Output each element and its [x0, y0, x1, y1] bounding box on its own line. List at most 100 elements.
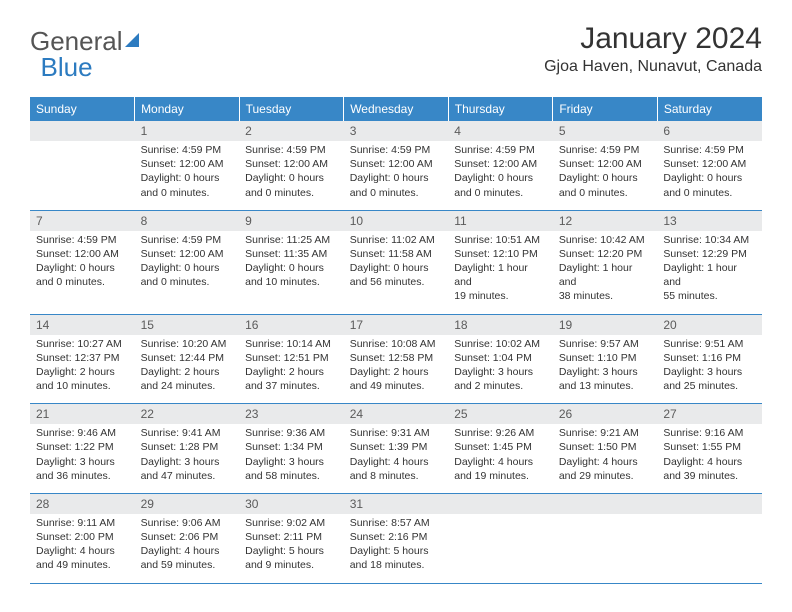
calendar-cell: 17Sunrise: 10:08 AMSunset: 12:58 PMDayli… — [344, 314, 449, 404]
calendar-cell — [448, 493, 553, 583]
day-body — [30, 141, 135, 203]
day-number: 4 — [448, 121, 553, 141]
calendar-head: SundayMondayTuesdayWednesdayThursdayFrid… — [30, 97, 762, 121]
day-body: Sunrise: 9:11 AMSunset: 2:00 PMDaylight:… — [30, 514, 135, 583]
calendar-cell: 1Sunrise: 4:59 PMSunset: 12:00 AMDayligh… — [135, 121, 240, 210]
calendar-cell: 31Sunrise: 8:57 AMSunset: 2:16 PMDayligh… — [344, 493, 449, 583]
calendar-row: 14Sunrise: 10:27 AMSunset: 12:37 PMDayli… — [30, 314, 762, 404]
calendar-cell: 27Sunrise: 9:16 AMSunset: 1:55 PMDayligh… — [657, 404, 762, 494]
day-body: Sunrise: 11:25 AMSunset: 11:35 AMDayligh… — [239, 231, 344, 300]
calendar-cell: 13Sunrise: 10:34 AMSunset: 12:29 PMDayli… — [657, 210, 762, 314]
day-body: Sunrise: 8:57 AMSunset: 2:16 PMDaylight:… — [344, 514, 449, 583]
calendar-cell: 26Sunrise: 9:21 AMSunset: 1:50 PMDayligh… — [553, 404, 658, 494]
day-number — [657, 494, 762, 514]
day-number: 7 — [30, 211, 135, 231]
calendar-cell: 14Sunrise: 10:27 AMSunset: 12:37 PMDayli… — [30, 314, 135, 404]
logo-text-blue: Blue — [41, 52, 93, 83]
day-number — [448, 494, 553, 514]
day-number: 11 — [448, 211, 553, 231]
day-body: Sunrise: 9:06 AMSunset: 2:06 PMDaylight:… — [135, 514, 240, 583]
day-body: Sunrise: 4:59 PMSunset: 12:00 AMDaylight… — [239, 141, 344, 210]
day-number: 26 — [553, 404, 658, 424]
day-body: Sunrise: 4:59 PMSunset: 12:00 AMDaylight… — [30, 231, 135, 300]
day-number: 23 — [239, 404, 344, 424]
day-number: 15 — [135, 315, 240, 335]
calendar-cell: 19Sunrise: 9:57 AMSunset: 1:10 PMDayligh… — [553, 314, 658, 404]
day-body: Sunrise: 10:51 AMSunset: 12:10 PMDayligh… — [448, 231, 553, 314]
day-number: 1 — [135, 121, 240, 141]
day-body: Sunrise: 10:14 AMSunset: 12:51 PMDayligh… — [239, 335, 344, 404]
month-title: January 2024 — [544, 22, 762, 56]
calendar-cell: 22Sunrise: 9:41 AMSunset: 1:28 PMDayligh… — [135, 404, 240, 494]
logo-triangle-icon — [125, 33, 139, 47]
day-body — [448, 514, 553, 576]
day-body: Sunrise: 4:59 PMSunset: 12:00 AMDaylight… — [448, 141, 553, 210]
calendar-cell — [553, 493, 658, 583]
day-body: Sunrise: 10:08 AMSunset: 12:58 PMDayligh… — [344, 335, 449, 404]
day-number: 2 — [239, 121, 344, 141]
calendar-cell — [30, 121, 135, 210]
day-body: Sunrise: 11:02 AMSunset: 11:58 AMDayligh… — [344, 231, 449, 300]
day-number: 13 — [657, 211, 762, 231]
day-body: Sunrise: 9:02 AMSunset: 2:11 PMDaylight:… — [239, 514, 344, 583]
day-number: 22 — [135, 404, 240, 424]
day-number: 6 — [657, 121, 762, 141]
day-body — [657, 514, 762, 576]
calendar-cell: 30Sunrise: 9:02 AMSunset: 2:11 PMDayligh… — [239, 493, 344, 583]
calendar-cell: 20Sunrise: 9:51 AMSunset: 1:16 PMDayligh… — [657, 314, 762, 404]
calendar-cell: 16Sunrise: 10:14 AMSunset: 12:51 PMDayli… — [239, 314, 344, 404]
day-body: Sunrise: 9:21 AMSunset: 1:50 PMDaylight:… — [553, 424, 658, 493]
day-number: 29 — [135, 494, 240, 514]
calendar-cell: 5Sunrise: 4:59 PMSunset: 12:00 AMDayligh… — [553, 121, 658, 210]
day-body: Sunrise: 9:57 AMSunset: 1:10 PMDaylight:… — [553, 335, 658, 404]
day-number — [30, 121, 135, 141]
day-body: Sunrise: 10:20 AMSunset: 12:44 PMDayligh… — [135, 335, 240, 404]
day-body: Sunrise: 10:02 AMSunset: 1:04 PMDaylight… — [448, 335, 553, 404]
day-body: Sunrise: 4:59 PMSunset: 12:00 AMDaylight… — [553, 141, 658, 210]
calendar-cell: 9Sunrise: 11:25 AMSunset: 11:35 AMDaylig… — [239, 210, 344, 314]
day-header: Wednesday — [344, 97, 449, 121]
day-number: 3 — [344, 121, 449, 141]
calendar-cell: 21Sunrise: 9:46 AMSunset: 1:22 PMDayligh… — [30, 404, 135, 494]
day-header: Sunday — [30, 97, 135, 121]
calendar-cell: 10Sunrise: 11:02 AMSunset: 11:58 AMDayli… — [344, 210, 449, 314]
day-body: Sunrise: 10:34 AMSunset: 12:29 PMDayligh… — [657, 231, 762, 314]
calendar-row: 1Sunrise: 4:59 PMSunset: 12:00 AMDayligh… — [30, 121, 762, 210]
calendar-cell: 6Sunrise: 4:59 PMSunset: 12:00 AMDayligh… — [657, 121, 762, 210]
day-body: Sunrise: 9:16 AMSunset: 1:55 PMDaylight:… — [657, 424, 762, 493]
day-number: 28 — [30, 494, 135, 514]
day-number: 16 — [239, 315, 344, 335]
day-body: Sunrise: 10:42 AMSunset: 12:20 PMDayligh… — [553, 231, 658, 314]
calendar-cell: 29Sunrise: 9:06 AMSunset: 2:06 PMDayligh… — [135, 493, 240, 583]
day-body — [553, 514, 658, 576]
calendar-cell: 11Sunrise: 10:51 AMSunset: 12:10 PMDayli… — [448, 210, 553, 314]
calendar-row: 7Sunrise: 4:59 PMSunset: 12:00 AMDayligh… — [30, 210, 762, 314]
day-number: 9 — [239, 211, 344, 231]
location: Gjoa Haven, Nunavut, Canada — [544, 58, 762, 76]
day-number: 24 — [344, 404, 449, 424]
day-body: Sunrise: 4:59 PMSunset: 12:00 AMDaylight… — [135, 231, 240, 300]
calendar-cell: 8Sunrise: 4:59 PMSunset: 12:00 AMDayligh… — [135, 210, 240, 314]
calendar-cell: 18Sunrise: 10:02 AMSunset: 1:04 PMDaylig… — [448, 314, 553, 404]
calendar-cell: 12Sunrise: 10:42 AMSunset: 12:20 PMDayli… — [553, 210, 658, 314]
day-number: 25 — [448, 404, 553, 424]
day-body: Sunrise: 9:31 AMSunset: 1:39 PMDaylight:… — [344, 424, 449, 493]
day-body: Sunrise: 10:27 AMSunset: 12:37 PMDayligh… — [30, 335, 135, 404]
calendar-cell: 24Sunrise: 9:31 AMSunset: 1:39 PMDayligh… — [344, 404, 449, 494]
day-body: Sunrise: 9:26 AMSunset: 1:45 PMDaylight:… — [448, 424, 553, 493]
day-body: Sunrise: 9:41 AMSunset: 1:28 PMDaylight:… — [135, 424, 240, 493]
calendar-cell: 23Sunrise: 9:36 AMSunset: 1:34 PMDayligh… — [239, 404, 344, 494]
day-number: 27 — [657, 404, 762, 424]
calendar-cell: 3Sunrise: 4:59 PMSunset: 12:00 AMDayligh… — [344, 121, 449, 210]
day-body: Sunrise: 4:59 PMSunset: 12:00 AMDaylight… — [344, 141, 449, 210]
calendar-cell — [657, 493, 762, 583]
day-number: 10 — [344, 211, 449, 231]
calendar-cell: 4Sunrise: 4:59 PMSunset: 12:00 AMDayligh… — [448, 121, 553, 210]
calendar-row: 28Sunrise: 9:11 AMSunset: 2:00 PMDayligh… — [30, 493, 762, 583]
day-number: 20 — [657, 315, 762, 335]
day-body: Sunrise: 4:59 PMSunset: 12:00 AMDaylight… — [135, 141, 240, 210]
calendar-cell: 2Sunrise: 4:59 PMSunset: 12:00 AMDayligh… — [239, 121, 344, 210]
day-body: Sunrise: 9:46 AMSunset: 1:22 PMDaylight:… — [30, 424, 135, 493]
day-number: 31 — [344, 494, 449, 514]
title-block: January 2024 Gjoa Haven, Nunavut, Canada — [544, 22, 762, 76]
